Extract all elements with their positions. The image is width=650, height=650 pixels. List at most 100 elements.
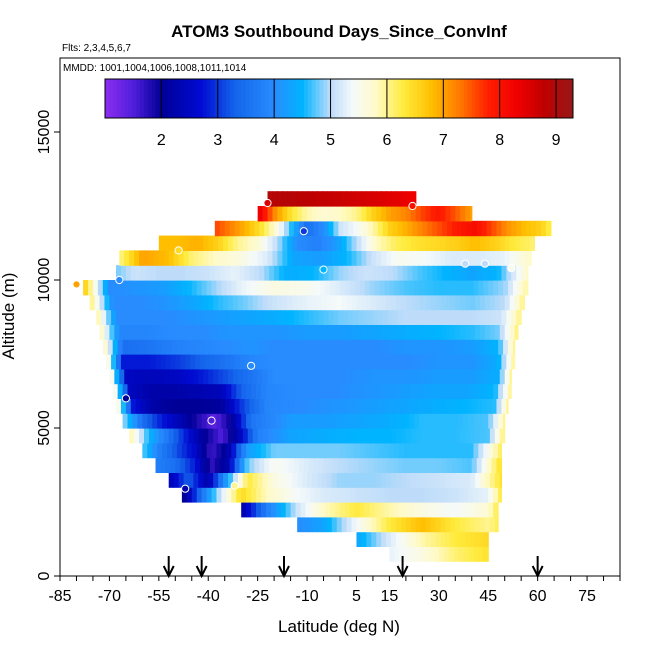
- heatmap-cell: [297, 206, 303, 222]
- heatmap-cell: [493, 487, 499, 503]
- heatmap-cell: [183, 472, 190, 488]
- heatmap-cell: [246, 383, 252, 399]
- heatmap-cell: [442, 265, 448, 281]
- heatmap-cell: [452, 354, 458, 370]
- heatmap-cell: [414, 280, 420, 296]
- heatmap-cell: [435, 324, 442, 340]
- heatmap-cell: [168, 472, 175, 488]
- heatmap-cell: [270, 339, 277, 355]
- heatmap-cell: [381, 206, 387, 222]
- heatmap-cell: [302, 294, 308, 311]
- heatmap-cell: [274, 457, 280, 473]
- heatmap-cell: [140, 354, 147, 370]
- heatmap-cell: [106, 354, 112, 370]
- heatmap-cell: [389, 339, 395, 355]
- heatmap-cell: [290, 383, 297, 399]
- heatmap-cell: [221, 383, 227, 399]
- heatmap-cell: [494, 324, 501, 340]
- x-tick-label: -40: [197, 588, 220, 605]
- heatmap-cell: [463, 383, 470, 399]
- heatmap-cell: [112, 280, 119, 296]
- heatmap-cell: [465, 516, 471, 533]
- heatmap-cell: [455, 428, 461, 444]
- heatmap-cell: [237, 428, 244, 444]
- profile-points: [72, 198, 516, 493]
- heatmap-cell: [473, 546, 479, 562]
- heatmap-cell: [219, 398, 226, 414]
- heatmap-cell: [292, 368, 298, 385]
- heatmap-cell: [303, 265, 310, 281]
- heatmap-cell: [358, 398, 364, 414]
- heatmap-cell: [456, 265, 463, 281]
- heatmap-cell: [178, 472, 185, 488]
- heatmap-cell: [366, 250, 372, 266]
- heatmap-cell: [376, 516, 382, 533]
- heatmap-cell: [275, 339, 282, 355]
- heatmap-cell: [405, 516, 412, 533]
- heatmap-cell: [183, 250, 190, 266]
- heatmap-cell: [290, 339, 297, 355]
- heatmap-cell: [226, 280, 232, 296]
- heatmap-cell: [277, 235, 283, 251]
- heatmap-cell: [180, 309, 186, 325]
- heatmap-cell: [460, 206, 466, 222]
- heatmap-cell: [338, 398, 344, 414]
- heatmap-cell: [321, 294, 328, 311]
- heatmap-cell: [414, 383, 420, 399]
- heatmap-cell: [486, 265, 493, 281]
- heatmap-cell: [353, 220, 359, 237]
- heatmap-cell: [450, 516, 456, 533]
- heatmap-cell: [117, 280, 124, 296]
- heatmap-cell: [442, 398, 448, 414]
- heatmap-cell: [188, 428, 195, 444]
- heatmap-cell: [262, 235, 269, 251]
- heatmap-cell: [226, 487, 232, 503]
- heatmap-cell: [172, 413, 178, 429]
- heatmap-cell: [333, 309, 339, 325]
- heatmap-cell: [420, 206, 427, 222]
- heatmap-cell: [338, 309, 344, 325]
- heatmap-cell: [135, 265, 142, 281]
- heatmap-cell: [109, 368, 115, 385]
- heatmap-cell: [430, 428, 437, 444]
- heatmap-cell: [242, 250, 249, 266]
- heatmap-cell: [170, 354, 176, 370]
- heatmap-cell: [511, 220, 517, 237]
- heatmap-cell: [377, 457, 384, 473]
- heatmap-cell: [308, 398, 315, 414]
- heatmap-cell: [274, 398, 280, 414]
- heatmap-cell: [290, 413, 297, 429]
- heatmap-cell: [214, 457, 221, 473]
- heatmap-cell: [420, 472, 427, 488]
- heatmap-cell: [251, 383, 257, 399]
- heatmap-cell: [374, 442, 381, 459]
- heatmap-cell: [135, 354, 142, 370]
- heatmap-cell: [405, 235, 412, 251]
- heatmap-cell: [213, 250, 219, 266]
- heatmap-cell: [122, 383, 129, 399]
- heatmap-cell: [256, 339, 262, 355]
- profile-point: [207, 416, 216, 425]
- heatmap-cell: [410, 472, 417, 488]
- heatmap-cell: [359, 383, 366, 399]
- heatmap-cell: [129, 368, 135, 385]
- heatmap-cell: [219, 265, 226, 281]
- heatmap-cell: [97, 280, 104, 296]
- heatmap-cell: [188, 250, 195, 266]
- heatmap-cell: [188, 324, 195, 340]
- heatmap-cell: [466, 457, 473, 473]
- profile-point: [72, 280, 81, 289]
- heatmap-cell: [447, 265, 453, 281]
- heatmap-cell: [249, 220, 255, 237]
- heatmap-cell: [419, 413, 425, 429]
- heatmap-cell: [221, 487, 227, 503]
- heatmap-cell: [216, 442, 223, 459]
- heatmap-cell: [244, 265, 251, 281]
- heatmap-cell: [325, 383, 331, 399]
- heatmap-cell: [473, 502, 479, 518]
- heatmap-cell: [157, 339, 163, 355]
- heatmap-cell: [290, 487, 297, 503]
- colorbar-segment: [358, 79, 363, 118]
- heatmap-cell: [300, 487, 307, 503]
- heatmap-cell: [361, 368, 367, 385]
